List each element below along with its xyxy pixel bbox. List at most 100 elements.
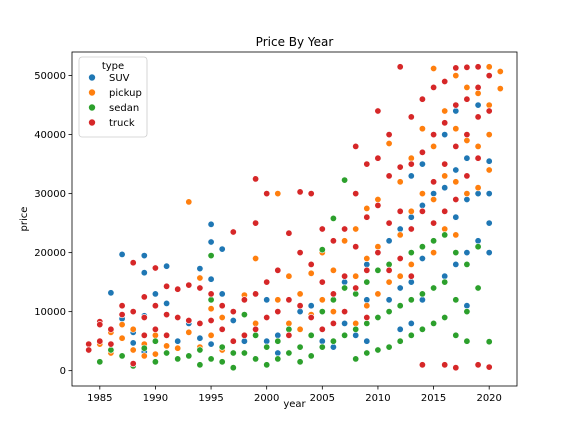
x-tick-label-1: 1990 xyxy=(143,393,168,404)
point-SUV-87 xyxy=(485,249,493,257)
point-sedan-77 xyxy=(485,338,493,346)
point-truck-17 xyxy=(151,325,159,333)
point-truck-53 xyxy=(307,313,315,321)
point-truck-89 xyxy=(418,207,426,215)
point-pickup-5 xyxy=(129,346,137,354)
point-truck-30 xyxy=(218,325,226,333)
point-SUV-74 xyxy=(452,260,460,268)
point-sedan-21 xyxy=(252,355,260,363)
point-sedan-18 xyxy=(229,364,237,372)
legend-marker-SUV xyxy=(88,73,96,82)
point-pickup-10 xyxy=(151,350,159,358)
point-sedan-35 xyxy=(318,343,326,351)
point-truck-96 xyxy=(441,119,449,127)
point-sedan-24 xyxy=(263,361,271,369)
point-sedan-1 xyxy=(107,346,115,354)
point-sedan-7 xyxy=(163,349,171,357)
point-truck-99 xyxy=(441,361,449,369)
point-truck-10 xyxy=(129,308,137,316)
point-pickup-70 xyxy=(452,72,460,80)
point-truck-29 xyxy=(218,302,226,310)
point-SUV-58 xyxy=(407,319,415,327)
point-sedan-65 xyxy=(430,319,438,327)
point-sedan-41 xyxy=(341,331,349,339)
point-truck-47 xyxy=(285,331,293,339)
point-sedan-43 xyxy=(352,325,360,333)
point-pickup-38 xyxy=(329,266,337,274)
point-truck-86 xyxy=(407,272,415,280)
point-pickup-28 xyxy=(274,190,282,198)
legend-title: type xyxy=(102,61,124,72)
point-truck-15 xyxy=(151,264,159,272)
point-pickup-77 xyxy=(474,89,482,97)
point-pickup-32 xyxy=(296,290,304,298)
point-truck-82 xyxy=(396,255,404,263)
point-pickup-24 xyxy=(252,319,260,327)
point-sedan-25 xyxy=(274,337,282,345)
x-tick-label-0: 1985 xyxy=(87,393,112,404)
point-truck-0 xyxy=(85,340,93,348)
point-truck-21 xyxy=(174,285,182,293)
point-truck-97 xyxy=(441,160,449,168)
point-truck-7 xyxy=(118,302,126,310)
point-sedan-4 xyxy=(140,344,148,352)
point-pickup-82 xyxy=(485,131,493,139)
point-SUV-59 xyxy=(407,172,415,180)
point-truck-59 xyxy=(329,319,337,327)
legend-box xyxy=(78,56,148,138)
point-sedan-55 xyxy=(396,302,404,310)
point-truck-42 xyxy=(263,313,271,321)
point-SUV-51 xyxy=(385,296,393,304)
point-truck-103 xyxy=(452,196,460,204)
point-truck-18 xyxy=(163,282,171,290)
point-SUV-20 xyxy=(207,340,215,348)
point-pickup-69 xyxy=(441,225,449,233)
point-truck-27 xyxy=(207,290,215,298)
point-SUV-60 xyxy=(418,201,426,209)
point-sedan-23 xyxy=(263,343,271,351)
point-pickup-79 xyxy=(474,184,482,192)
point-SUV-64 xyxy=(430,190,438,198)
point-sedan-31 xyxy=(307,331,315,339)
x-axis: 1985 1990 1995 2000 2005 2010 2015 2020 xyxy=(87,386,502,404)
point-truck-95 xyxy=(441,78,449,86)
point-sedan-70 xyxy=(452,296,460,304)
point-SUV-21 xyxy=(218,245,226,253)
point-pickup-40 xyxy=(341,237,349,245)
point-truck-6 xyxy=(107,340,115,348)
y-tick-label-5: 50000 xyxy=(34,71,66,82)
point-SUV-22 xyxy=(218,290,226,298)
point-pickup-14 xyxy=(185,328,193,336)
point-sedan-75 xyxy=(474,243,482,251)
point-pickup-9 xyxy=(151,331,159,339)
point-truck-115 xyxy=(485,107,493,115)
point-truck-116 xyxy=(485,363,493,371)
point-pickup-29 xyxy=(274,296,282,304)
point-pickup-48 xyxy=(374,196,382,204)
point-pickup-34 xyxy=(307,269,315,277)
point-SUV-18 xyxy=(207,238,215,246)
chart-title: Price By Year xyxy=(256,35,334,49)
point-truck-110 xyxy=(474,83,482,91)
point-pickup-61 xyxy=(418,190,426,198)
point-truck-14 xyxy=(140,331,148,339)
x-tick-label-6: 2015 xyxy=(421,393,446,404)
point-truck-9 xyxy=(129,259,137,267)
point-pickup-72 xyxy=(452,178,460,186)
point-truck-1 xyxy=(85,346,93,354)
point-sedan-60 xyxy=(418,243,426,251)
point-sedan-66 xyxy=(441,231,449,239)
point-pickup-42 xyxy=(352,225,360,233)
point-SUV-24 xyxy=(229,316,237,324)
point-SUV-70 xyxy=(441,272,449,280)
point-sedan-36 xyxy=(329,214,337,222)
point-SUV-30 xyxy=(274,331,282,339)
point-sedan-20 xyxy=(240,349,248,357)
points-layer xyxy=(85,63,504,372)
point-SUV-0 xyxy=(107,289,115,297)
point-SUV-40 xyxy=(329,343,337,351)
point-pickup-13 xyxy=(185,198,193,206)
point-truck-94 xyxy=(430,219,438,227)
point-pickup-57 xyxy=(407,154,415,162)
point-truck-93 xyxy=(430,178,438,186)
